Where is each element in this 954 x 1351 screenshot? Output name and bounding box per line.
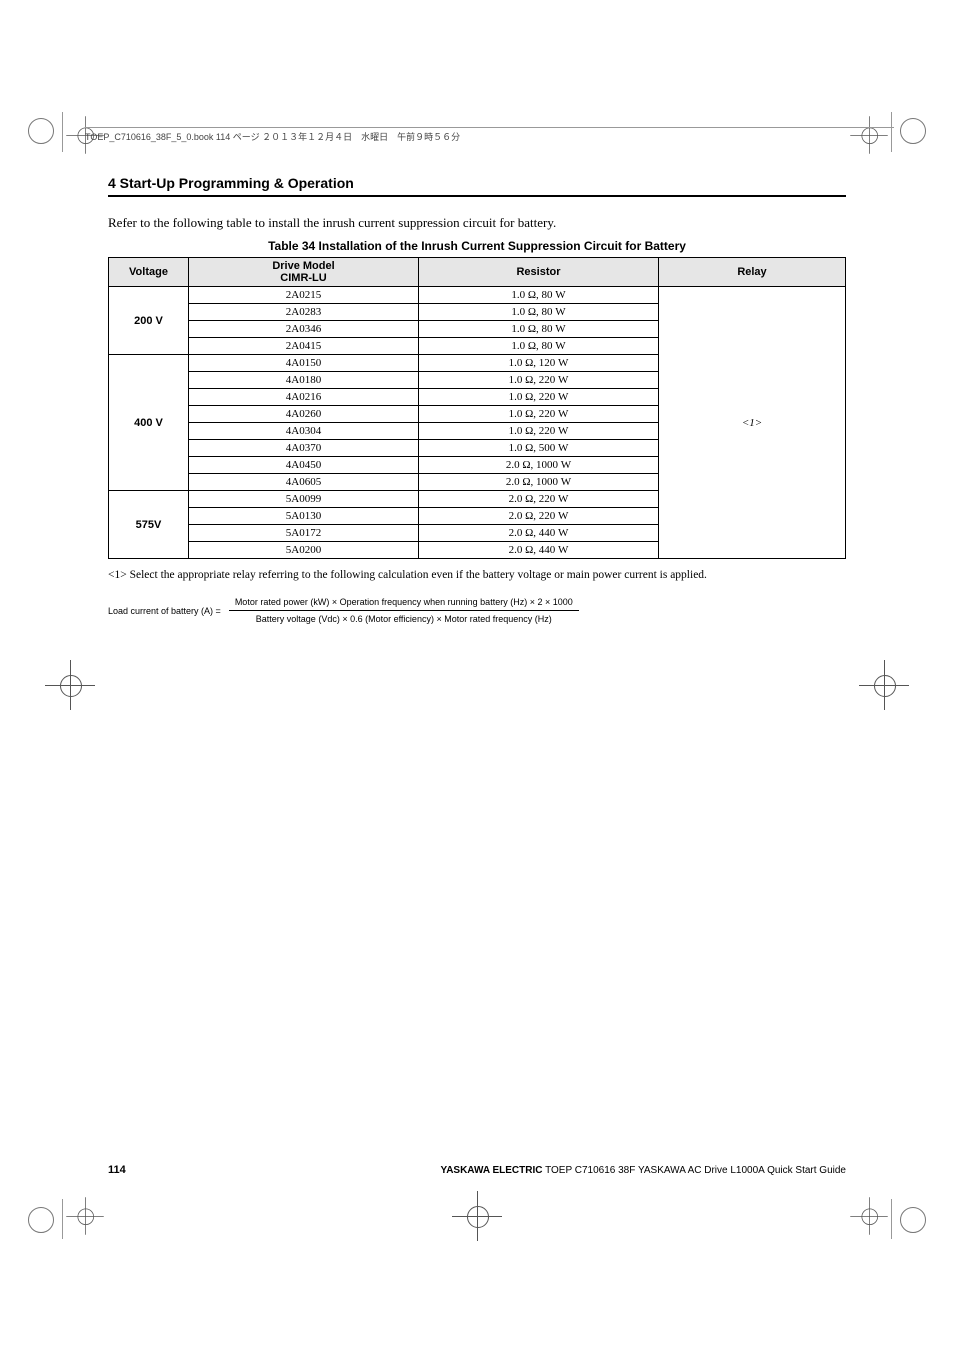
resistor-cell: 2.0 Ω, 220 W [419, 508, 659, 525]
th-model-line1: Drive Model [193, 260, 414, 272]
model-cell: 5A0099 [189, 491, 419, 508]
model-cell: 4A0180 [189, 372, 419, 389]
print-header-text: TOEP_C710616_38F_5_0.book 114 ページ ２０１３年１… [85, 132, 460, 142]
section-heading: 4 Start-Up Programming & Operation [108, 175, 846, 197]
voltage-cell: 400 V [109, 355, 189, 491]
model-cell: 4A0216 [189, 389, 419, 406]
model-cell: 5A0172 [189, 525, 419, 542]
th-voltage: Voltage [109, 258, 189, 287]
model-cell: 5A0200 [189, 542, 419, 559]
page-content: 4 Start-Up Programming & Operation Refer… [108, 175, 846, 624]
resistor-cell: 1.0 Ω, 220 W [419, 423, 659, 440]
formula-fraction: Motor rated power (kW) × Operation frequ… [229, 597, 579, 624]
model-cell: 4A0450 [189, 457, 419, 474]
formula-denominator: Battery voltage (Vdc) × 0.6 (Motor effic… [229, 610, 579, 624]
footer-text-bold: YASKAWA ELECTRIC [440, 1165, 542, 1176]
page-number: 114 [108, 1164, 126, 1176]
model-cell: 2A0283 [189, 304, 419, 321]
resistor-cell: 2.0 Ω, 220 W [419, 491, 659, 508]
resistor-cell: 2.0 Ω, 1000 W [419, 474, 659, 491]
resistor-cell: 2.0 Ω, 440 W [419, 525, 659, 542]
resistor-cell: 1.0 Ω, 500 W [419, 440, 659, 457]
table-footnote: <1> Select the appropriate relay referri… [108, 569, 846, 581]
th-model-line2: CIMR-LU [193, 272, 414, 284]
model-cell: 2A0415 [189, 338, 419, 355]
model-cell: 4A0605 [189, 474, 419, 491]
table-row: 200 V2A02151.0 Ω, 80 W<1> [109, 287, 846, 304]
intro-paragraph: Refer to the following table to install … [108, 215, 846, 231]
resistor-cell: 1.0 Ω, 80 W [419, 338, 659, 355]
model-cell: 4A0370 [189, 440, 419, 457]
model-cell: 5A0130 [189, 508, 419, 525]
footer-text-rest: TOEP C710616 38F YASKAWA AC Drive L1000A… [543, 1165, 847, 1176]
resistor-cell: 1.0 Ω, 220 W [419, 389, 659, 406]
resistor-cell: 1.0 Ω, 220 W [419, 406, 659, 423]
resistor-cell: 2.0 Ω, 440 W [419, 542, 659, 559]
formula-numerator: Motor rated power (kW) × Operation frequ… [229, 597, 579, 610]
relay-cell: <1> [659, 287, 846, 559]
resistor-cell: 2.0 Ω, 1000 W [419, 457, 659, 474]
th-model: Drive Model CIMR-LU [189, 258, 419, 287]
inrush-table: Voltage Drive Model CIMR-LU Resistor Rel… [108, 257, 846, 559]
resistor-cell: 1.0 Ω, 80 W [419, 321, 659, 338]
model-cell: 2A0215 [189, 287, 419, 304]
resistor-cell: 1.0 Ω, 80 W [419, 287, 659, 304]
print-header: TOEP_C710616_38F_5_0.book 114 ページ ２０１３年１… [85, 127, 894, 143]
model-cell: 4A0150 [189, 355, 419, 372]
model-cell: 2A0346 [189, 321, 419, 338]
voltage-cell: 575V [109, 491, 189, 559]
model-cell: 4A0304 [189, 423, 419, 440]
table-header-row: Voltage Drive Model CIMR-LU Resistor Rel… [109, 258, 846, 287]
th-relay: Relay [659, 258, 846, 287]
resistor-cell: 1.0 Ω, 220 W [419, 372, 659, 389]
formula-lhs: Load current of battery (A) = [108, 606, 221, 616]
voltage-cell: 200 V [109, 287, 189, 355]
footer-text: YASKAWA ELECTRIC TOEP C710616 38F YASKAW… [440, 1165, 846, 1176]
model-cell: 4A0260 [189, 406, 419, 423]
resistor-cell: 1.0 Ω, 120 W [419, 355, 659, 372]
resistor-cell: 1.0 Ω, 80 W [419, 304, 659, 321]
th-resistor: Resistor [419, 258, 659, 287]
table-caption: Table 34 Installation of the Inrush Curr… [108, 239, 846, 253]
page-footer: 114 YASKAWA ELECTRIC TOEP C710616 38F YA… [108, 1164, 846, 1176]
formula: Load current of battery (A) = Motor rate… [108, 597, 846, 624]
